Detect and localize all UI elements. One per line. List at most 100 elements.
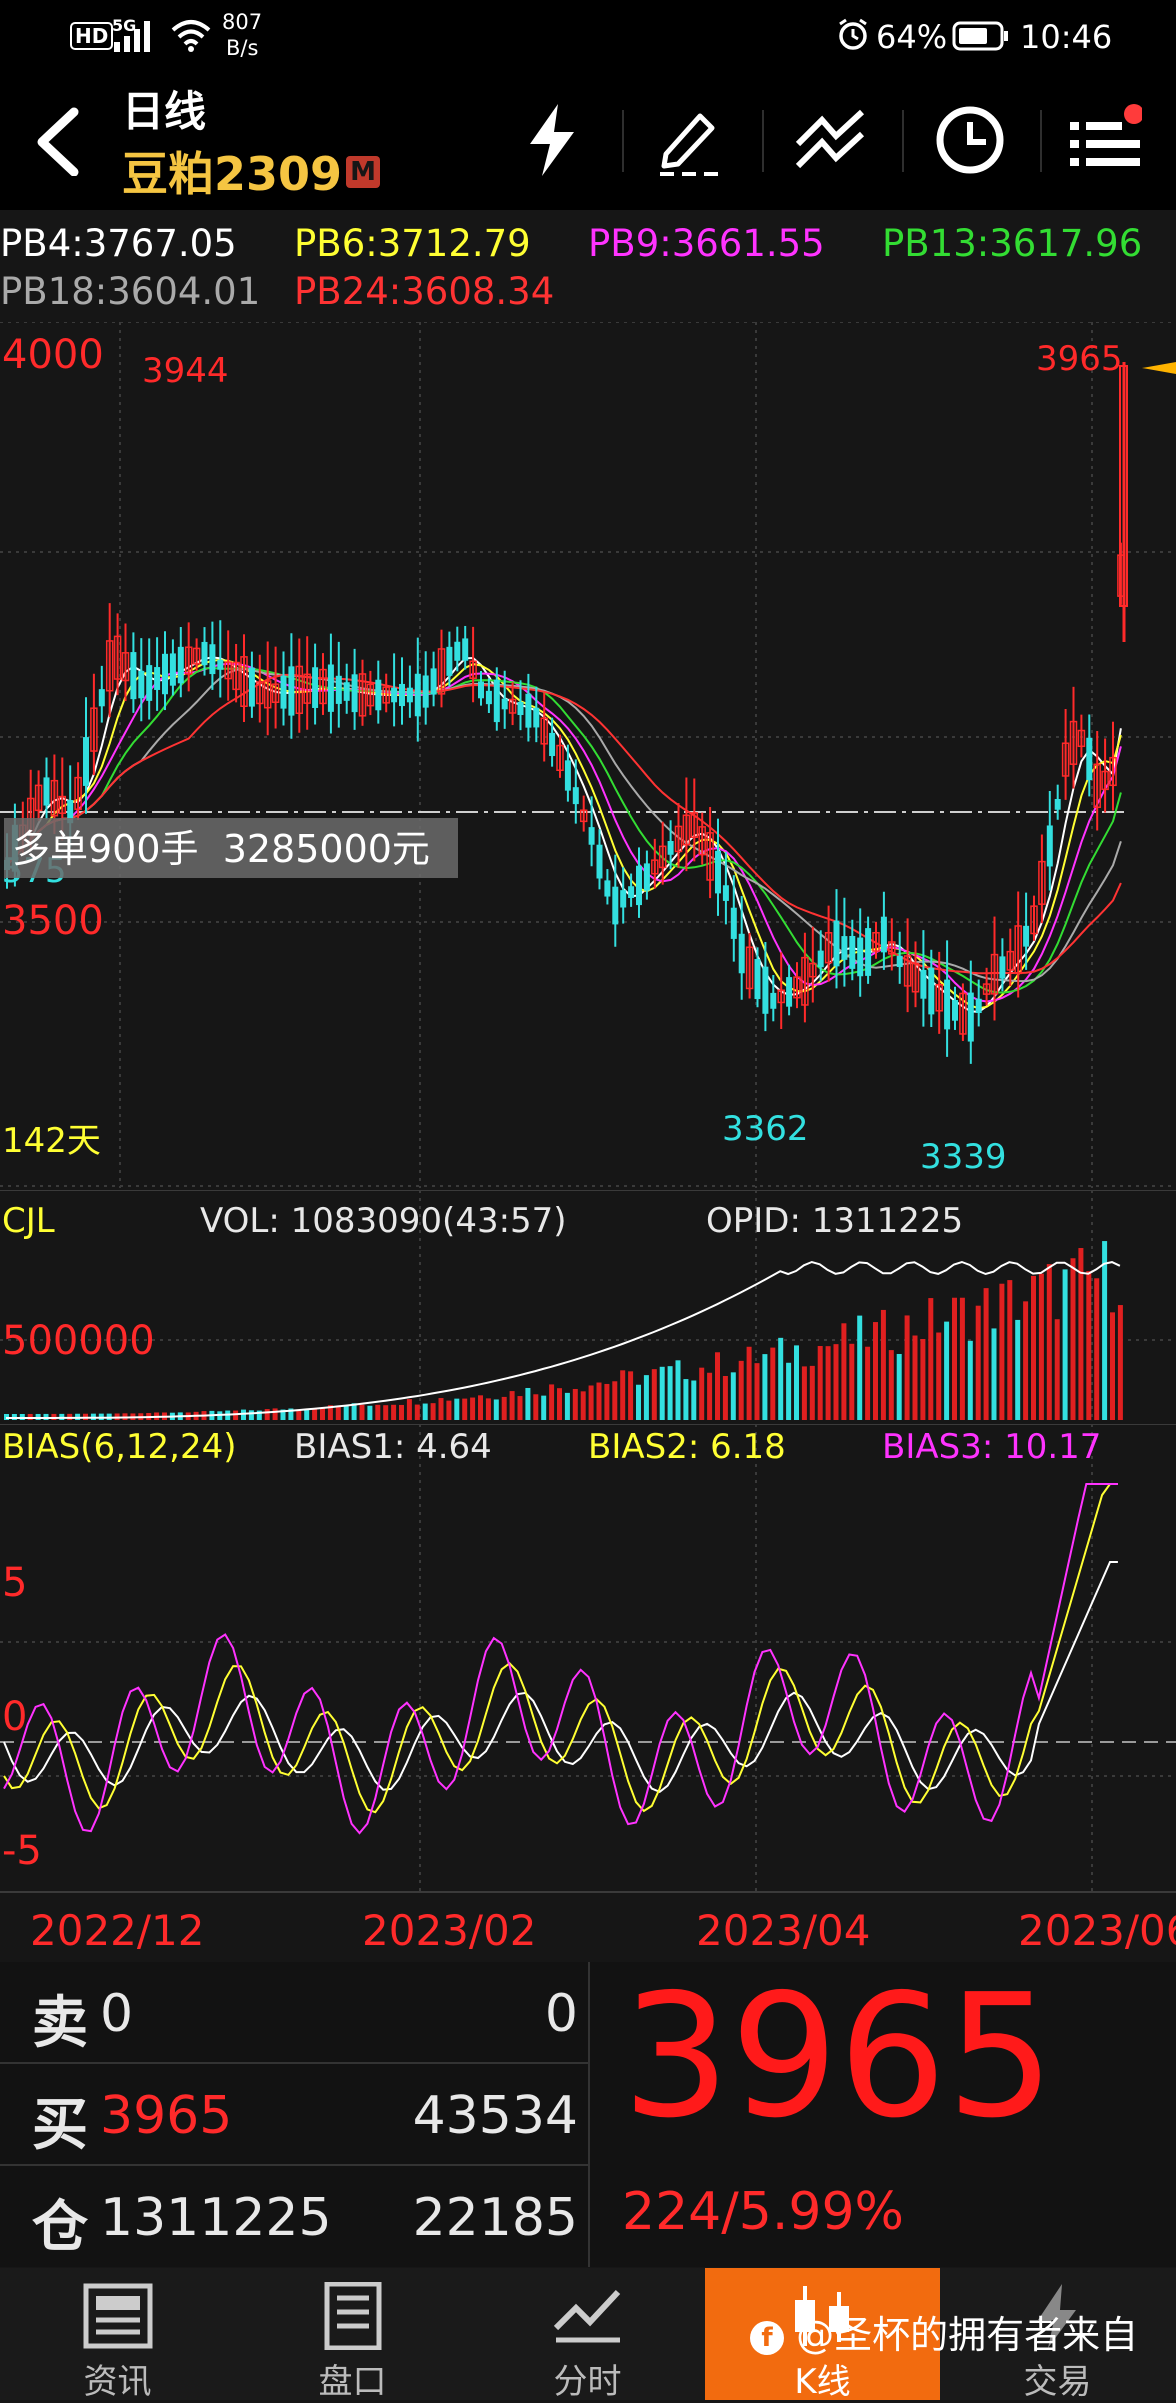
main-contract-badge: M <box>346 156 380 188</box>
volume-value: VOL: 1083090(43:57) <box>200 1201 567 1241</box>
indicator-lines-icon[interactable] <box>792 100 872 180</box>
status-bar: HD 5G 807 B/s 64% 10:46 <box>0 0 1176 72</box>
intraday-line-icon <box>553 2289 621 2343</box>
header-bar: 日线 豆粕2309 M <box>0 72 1176 210</box>
bias-lines <box>3 1483 1118 1835</box>
y-axis-bottom-label: 3500 <box>2 898 104 944</box>
period-label: 日线 <box>122 87 207 136</box>
x-axis-date: 2023/04 <box>696 1906 871 1955</box>
days-count-label: 142天 <box>2 1121 101 1161</box>
y-axis-top-label: 4000 <box>2 332 104 378</box>
pb6-value: PB6:3712.79 <box>294 222 531 265</box>
menu-list-icon[interactable] <box>1062 100 1142 180</box>
pb18-value: PB18:3604.01 <box>0 270 261 313</box>
header-divider <box>762 110 764 172</box>
x-axis-date: 2022/12 <box>30 1906 205 1955</box>
oi-value: 1311225 <box>100 2188 332 2248</box>
buy-label: 买 <box>32 2093 88 2158</box>
net-speed-value: 807 <box>222 10 263 34</box>
moving-average-lines <box>6 656 1122 1013</box>
nav-item-news[interactable]: 资讯 <box>0 2268 235 2402</box>
nav-label-kline: K线 <box>794 2362 851 2402</box>
sell-row: 卖 0 0 <box>0 1962 588 2064</box>
net-speed-unit: B/s <box>226 36 259 60</box>
volume-chart[interactable]: CJL VOL: 1083090(43:57) OPID: 1311225 50… <box>0 1190 1176 1422</box>
lightning-icon[interactable] <box>512 100 592 180</box>
nav-label-orderbook: 盘口 <box>318 2362 387 2402</box>
nav-item-trade[interactable]: 交易 <box>940 2268 1175 2402</box>
header-divider <box>902 110 904 172</box>
pb13-value: PB13:3617.96 <box>882 222 1143 265</box>
trade-lightning-icon <box>1038 2284 1076 2348</box>
back-arrow-icon[interactable] <box>28 106 88 176</box>
nav-item-orderbook[interactable]: 盘口 <box>235 2268 470 2402</box>
watermark-logo-icon: f <box>750 2320 784 2355</box>
pb24-value: PB24:3608.34 <box>294 270 555 313</box>
price-change: 224/5.99% <box>622 2182 904 2242</box>
bias-title: BIAS(6,12,24) <box>2 1427 237 1467</box>
chart-grid <box>0 322 1176 1188</box>
open-interest-row: 仓 1311225 22185 <box>0 2166 588 2266</box>
watermark-text: @圣杯的拥有者来自 <box>796 2313 1139 2357</box>
clock: 10:46 <box>1020 18 1113 56</box>
buy-price: 3965 <box>100 2086 233 2146</box>
nav-item-kline[interactable]: K线 <box>705 2268 940 2402</box>
header-divider <box>1040 110 1042 172</box>
sell-label: 卖 <box>32 1991 88 2056</box>
watermark: f @圣杯的拥有者来自 <box>750 2304 1138 2359</box>
x-axis-date: 2023/06 <box>1018 1906 1176 1955</box>
pb9-value: PB9:3661.55 <box>588 222 825 265</box>
volume-y-label: 500000 <box>2 1318 155 1364</box>
nav-label-news: 资讯 <box>83 2362 152 2402</box>
bottom-nav: 资讯 盘口 分时 K线 交易 f @圣杯的拥有者来自 <box>0 2268 1176 2402</box>
bias2-value: BIAS2: 6.18 <box>588 1427 786 1467</box>
battery-percent: 64% <box>876 18 948 56</box>
buy-row: 买 3965 43534 <box>0 2064 588 2166</box>
high-price-label: 3944 <box>142 351 229 391</box>
battery-icon <box>952 21 1008 51</box>
volume-bars <box>4 1241 1123 1420</box>
quote-divider <box>588 1962 590 2267</box>
header-divider <box>622 110 624 172</box>
bias3-value: BIAS3: 10.17 <box>882 1427 1101 1467</box>
low2-price-label: 3339 <box>920 1137 1007 1177</box>
chart-grid <box>0 1424 1176 1894</box>
bias-y-label-neg5: -5 <box>2 1828 42 1874</box>
last-price: 3965 <box>622 1958 1055 2156</box>
nav-item-intraday[interactable]: 分时 <box>470 2268 705 2402</box>
current-price-marker-icon <box>1142 362 1176 374</box>
bias-y-label-0: 0 <box>2 1694 27 1740</box>
sell-price: 0 <box>100 1984 134 2044</box>
clock-icon[interactable] <box>930 100 1010 180</box>
oi-label: 仓 <box>32 2195 88 2260</box>
bias1-value: BIAS1: 4.64 <box>294 1427 492 1467</box>
alarm-icon <box>839 18 867 50</box>
last-high-price-label: 3965 <box>1036 339 1123 379</box>
open-interest-line <box>6 1260 1121 1419</box>
hd-badge: HD <box>70 22 114 50</box>
x-axis: 2022/12 2023/02 2023/04 2023/06 <box>0 1896 1176 1960</box>
symbol-title[interactable]: 豆粕2309 <box>122 147 343 201</box>
candlestick-chart[interactable]: 4000 3500 3575 3944 3965 3362 3339 142天 … <box>0 322 1176 1188</box>
nav-label-intraday: 分时 <box>553 2362 622 2402</box>
orderbook-icon <box>324 2282 382 2350</box>
signal-type: 5G <box>112 16 137 35</box>
x-axis-date: 2023/02 <box>362 1906 537 1955</box>
bias-chart[interactable]: BIAS(6,12,24) BIAS1: 4.64 BIAS2: 6.18 BI… <box>0 1424 1176 1894</box>
signal-bars-icon <box>114 21 150 52</box>
news-icon <box>83 2283 153 2349</box>
position-note-box <box>4 818 458 878</box>
nav-label-trade: 交易 <box>1023 2362 1092 2402</box>
pb4-value: PB4:3767.05 <box>0 222 237 265</box>
volume-title: CJL <box>2 1201 55 1241</box>
candles <box>4 362 1128 1064</box>
open-interest-value: OPID: 1311225 <box>706 1201 963 1241</box>
draw-pencil-icon[interactable] <box>652 100 732 180</box>
wifi-icon <box>171 20 211 52</box>
position-note: 多单900手 3285000元 <box>12 827 430 871</box>
low1-price-label: 3362 <box>722 1109 809 1149</box>
oi-change: 22185 <box>412 2188 578 2248</box>
sell-qty: 0 <box>544 1984 578 2044</box>
quote-panel: 卖 0 0 买 3965 43534 仓 1311225 22185 3965 … <box>0 1962 1176 2267</box>
buy-qty: 43534 <box>412 2086 578 2146</box>
